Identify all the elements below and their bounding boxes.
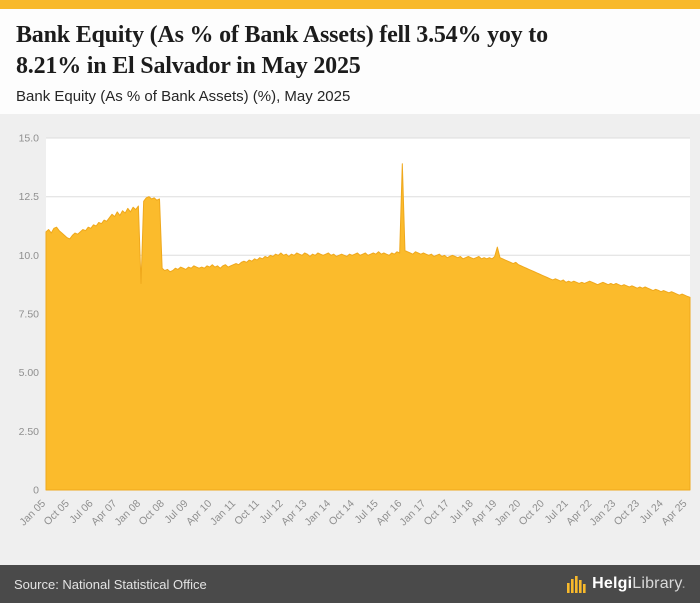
- y-tick-label: 2.50: [19, 426, 40, 438]
- x-tick-label: Jan 11: [208, 498, 238, 528]
- x-tick-label: Jan 23: [587, 498, 618, 529]
- top-accent-bar: [0, 0, 700, 9]
- x-tick-label: Jan 14: [302, 498, 333, 529]
- x-tick-label: Jan 05: [17, 498, 48, 529]
- bar-chart-icon: [567, 576, 586, 594]
- y-tick-label: 7.50: [19, 309, 40, 321]
- page-title: Bank Equity (As % of Bank Assets) fell 3…: [16, 20, 684, 81]
- y-tick-label: 12.5: [19, 192, 40, 204]
- logo-text: HelgiLibrary.: [592, 575, 686, 593]
- source-label: Source: National Statistical Office: [14, 576, 207, 592]
- helgi-library-logo: HelgiLibrary.: [566, 575, 686, 594]
- logo-text-helgi: Helgi: [592, 575, 633, 593]
- logo-text-dot: .: [681, 575, 686, 593]
- x-tick-label: Jan 08: [112, 498, 143, 529]
- page-title-line1: Bank Equity (As % of Bank Assets) fell 3…: [16, 22, 548, 48]
- y-tick-label: 10.0: [19, 250, 40, 262]
- x-tick-label: Jan 17: [397, 498, 428, 529]
- x-tick-label: Oct 14: [327, 498, 357, 528]
- x-tick-label: Oct 08: [137, 498, 167, 528]
- chart-subtitle: Bank Equity (As % of Bank Assets) (%), M…: [16, 88, 351, 106]
- footer-bar: Source: National Statistical Office Helg…: [0, 565, 700, 603]
- y-tick-label: 0: [33, 485, 39, 497]
- x-tick-label: Oct 20: [517, 498, 547, 528]
- x-tick-label: Jan 20: [492, 498, 523, 529]
- logo-text-library: Library: [632, 575, 682, 593]
- x-tick-label: Oct 11: [232, 498, 262, 528]
- chart-header: Bank Equity (As % of Bank Assets) fell 3…: [0, 9, 700, 115]
- y-tick-label: 5.00: [19, 368, 40, 380]
- x-tick-label: Oct 17: [422, 498, 452, 528]
- area-series: [45, 163, 691, 491]
- x-tick-label: Oct 23: [612, 498, 642, 528]
- x-tick-label: Apr 25: [659, 498, 689, 528]
- x-tick-label: Oct 05: [42, 498, 72, 528]
- x-tick-label: Apr 10: [184, 498, 214, 528]
- y-tick-label: 15.0: [19, 133, 40, 145]
- chart-section: 0 2.50 5.00 7.50 10.0 12.5 15.0 Jan 05 Oct 05 Jul…: [0, 114, 700, 566]
- page-title-line2: 8.21% in El Salvador in May 2025: [16, 52, 361, 79]
